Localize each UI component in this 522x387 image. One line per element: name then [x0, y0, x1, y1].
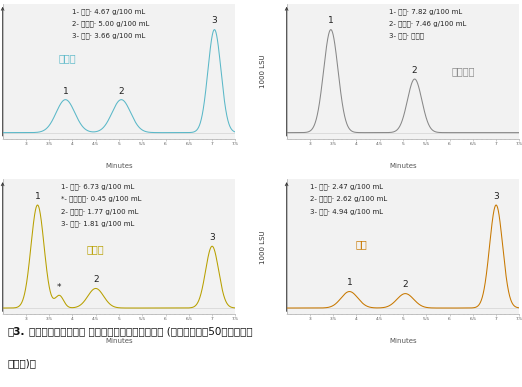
Text: 1: 1 [328, 17, 334, 26]
Text: 2- 葫萦糖· 5.00 g/100 mL: 2- 葫萦糖· 5.00 g/100 mL [73, 21, 150, 27]
Text: 白葫萦汁: 白葫萦汁 [452, 66, 475, 76]
Text: 2: 2 [93, 275, 99, 284]
Text: 2- 葫萦糖· 2.62 g/100 mL: 2- 葫萦糖· 2.62 g/100 mL [310, 196, 387, 202]
Text: *: * [57, 283, 62, 291]
Text: 1- 果糖· 2.47 g/100 mL: 1- 果糖· 2.47 g/100 mL [310, 183, 383, 190]
Text: 1- 果糖· 6.73 g/100 mL: 1- 果糖· 6.73 g/100 mL [61, 183, 134, 190]
Text: 图3.: 图3. [8, 327, 25, 336]
Text: 橙汁: 橙汁 [355, 239, 367, 249]
Text: Minutes: Minutes [389, 339, 417, 344]
Text: 3: 3 [493, 192, 499, 201]
Text: 1: 1 [347, 278, 352, 288]
Text: Minutes: Minutes [105, 163, 133, 169]
Text: 3: 3 [211, 17, 217, 26]
Text: 1000 LSU: 1000 LSU [260, 230, 266, 264]
Text: 3: 3 [209, 233, 215, 242]
Text: 1000 LSU: 1000 LSU [260, 55, 266, 88]
Text: 2- 葫萦糖· 7.46 g/100 mL: 2- 葫萦糖· 7.46 g/100 mL [389, 21, 466, 27]
Text: 2: 2 [412, 66, 418, 75]
Text: 1: 1 [34, 192, 40, 201]
Text: 苹果汁: 苹果汁 [87, 245, 104, 254]
Text: 3- 蕎糖· 1.81 g/100 mL: 3- 蕎糖· 1.81 g/100 mL [61, 221, 134, 227]
Text: Minutes: Minutes [105, 339, 133, 344]
Text: 2: 2 [118, 87, 124, 96]
Text: 四种果汁的糖分析。 标记出不同糖类的计算含量 (制备样品时的50倍稀释已考: 四种果汁的糖分析。 标记出不同糖类的计算含量 (制备样品时的50倍稀释已考 [29, 327, 253, 336]
Text: 1- 果糖· 4.67 g/100 mL: 1- 果糖· 4.67 g/100 mL [73, 8, 146, 15]
Text: 3- 蕎糖· 3.66 g/100 mL: 3- 蕎糖· 3.66 g/100 mL [73, 33, 146, 39]
Text: 2- 葫萦糖· 1.77 g/100 mL: 2- 葫萦糖· 1.77 g/100 mL [61, 208, 138, 215]
Text: 虑在内)。: 虑在内)。 [8, 358, 37, 368]
Text: 3- 蕎糖· 4.94 g/100 mL: 3- 蕎糖· 4.94 g/100 mL [310, 208, 383, 215]
Text: 3- 蕎糖· 未检出: 3- 蕎糖· 未检出 [389, 33, 424, 39]
Text: Minutes: Minutes [389, 163, 417, 169]
Text: *- 山梨糖醇· 0.45 g/100 mL: *- 山梨糖醇· 0.45 g/100 mL [61, 196, 141, 202]
Text: 1: 1 [63, 87, 68, 96]
Text: 2: 2 [402, 281, 408, 289]
Text: 1- 果糖· 7.82 g/100 mL: 1- 果糖· 7.82 g/100 mL [389, 8, 462, 15]
Text: 菠萝汁: 菠萝汁 [59, 53, 77, 63]
